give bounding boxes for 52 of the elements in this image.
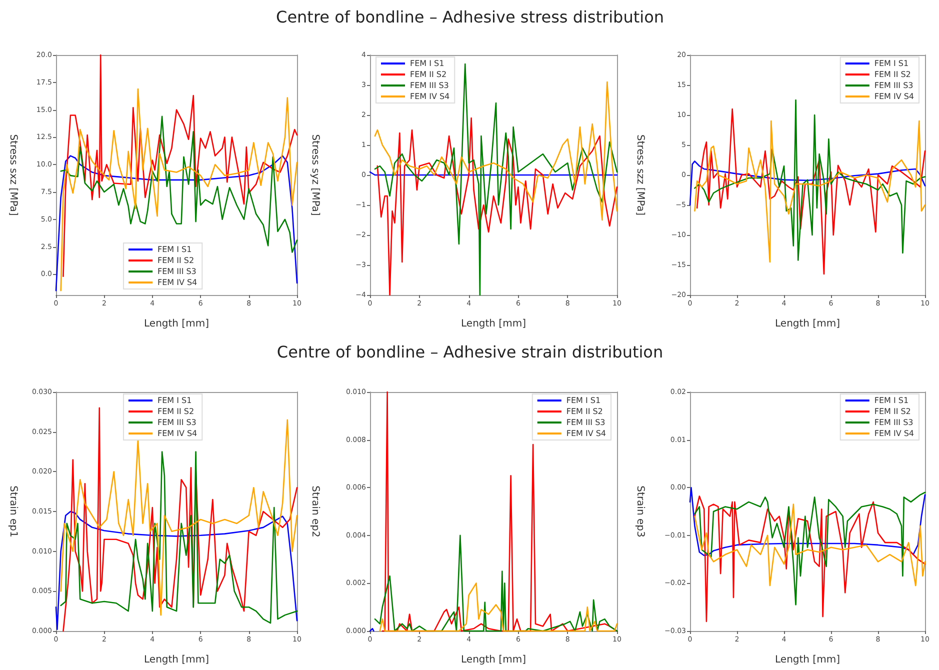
y-axis-title: Strain ep2	[310, 486, 320, 538]
y-axis-title: Stress szz [MPa]	[634, 134, 646, 216]
legend-label: FEM III S3	[158, 267, 196, 276]
line-series	[62, 54, 298, 278]
legend-label: FEM I S1	[874, 59, 909, 68]
legend-label: FEM II S2	[158, 407, 194, 416]
line-series	[55, 155, 298, 292]
x-axis-title: Length [mm]	[461, 654, 526, 666]
y-axis-title: Stress sxz [MPa]	[8, 134, 18, 216]
line-series	[60, 88, 298, 292]
legend-label: FEM II S2	[158, 256, 194, 265]
legend-label: FEM IV S4	[158, 429, 198, 438]
line-series	[689, 160, 926, 206]
line-series	[694, 504, 926, 586]
x-axis-title: Length [mm]	[775, 318, 840, 330]
legend-label: FEM II S2	[874, 70, 911, 79]
line-series	[60, 116, 298, 253]
legend-label: FEM I S1	[158, 245, 192, 254]
legend-label: FEM IV S4	[566, 429, 606, 438]
legend-label: FEM I S1	[566, 396, 601, 405]
legend-label: FEM IV S4	[874, 429, 914, 438]
legend-label: FEM I S1	[158, 396, 192, 405]
x-axis-title: Length [mm]	[144, 318, 210, 330]
line-series	[60, 451, 298, 624]
chart-title: Centre of bondline – Adhesive strain distribution	[276, 342, 664, 362]
line-series	[694, 492, 926, 606]
x-axis-title: Length [mm]	[144, 654, 210, 666]
legend-label: FEM II S2	[410, 70, 447, 79]
x-axis-title: Length [mm]	[775, 654, 840, 666]
legend-label: FEM III S3	[410, 81, 449, 90]
legend-label: FEM II S2	[874, 407, 911, 416]
legend-label: FEM III S3	[874, 81, 914, 90]
y-axis-title: Stress syz [MPa]	[310, 134, 320, 216]
line-series	[374, 534, 618, 632]
line-series	[689, 486, 926, 556]
legend-label: FEM I S1	[410, 59, 444, 68]
legend-label: FEM IV S4	[874, 92, 914, 101]
line-series	[379, 582, 618, 632]
legend-label: FEM III S3	[158, 418, 196, 427]
legend-label: FEM III S3	[874, 418, 914, 427]
line-series	[694, 496, 926, 622]
y-axis-title: Strain ep1	[8, 486, 18, 538]
legend-label: FEM II S2	[566, 407, 603, 416]
legend-label: FEM I S1	[874, 396, 909, 405]
line-series	[374, 81, 618, 221]
legend-label: FEM III S3	[566, 418, 606, 427]
legend-label: FEM IV S4	[410, 92, 450, 101]
line-series	[376, 117, 618, 296]
y-axis-title: Strain ep3	[634, 486, 646, 538]
chart-title: Centre of bondline – Adhesive stress distribution	[276, 8, 664, 26]
legend-label: FEM IV S4	[158, 278, 198, 287]
x-axis-title: Length [mm]	[461, 318, 526, 330]
